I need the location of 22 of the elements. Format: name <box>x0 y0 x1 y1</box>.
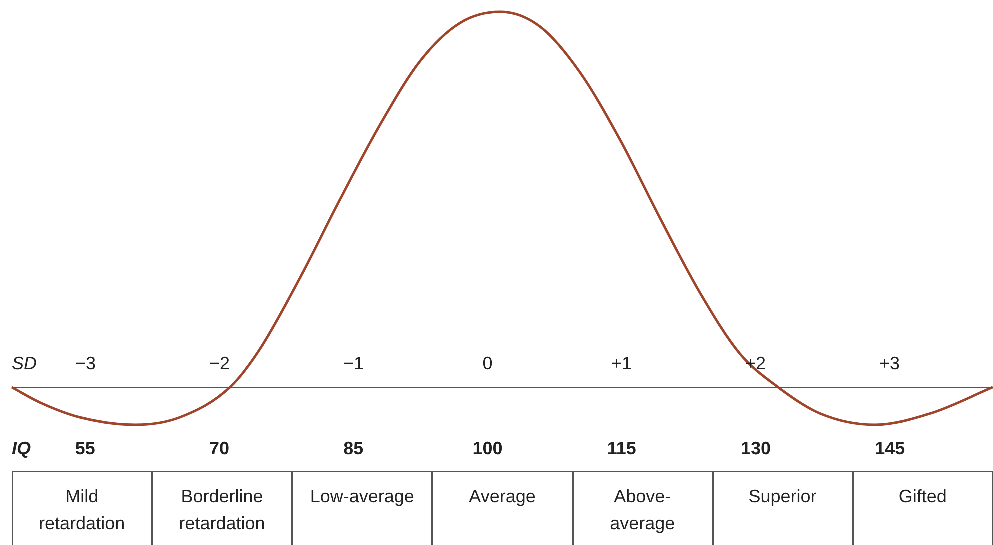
x2-tick-label: −1 <box>343 353 364 374</box>
text: Low-average <box>310 486 414 506</box>
x-tick-label: 115 <box>607 438 636 458</box>
x2-tick-label: +1 <box>612 353 632 374</box>
x-tick-label: 100 <box>472 438 503 458</box>
text: Borderline retardation <box>179 486 266 534</box>
text: Gifted <box>898 486 947 506</box>
x-tick-label: 55 <box>75 438 96 458</box>
x-tick-label: 145 <box>875 438 906 458</box>
x-tick-label: 130 <box>741 438 772 458</box>
text: Above-average <box>610 486 676 534</box>
x2-axis-title: SD <box>12 353 38 374</box>
x-tick-label: 70 <box>209 438 230 458</box>
x2-tick-label: +3 <box>880 353 900 374</box>
x2-tick-label: −2 <box>209 353 230 374</box>
x2-tick-label: 0 <box>482 353 493 374</box>
x-tick-label: 85 <box>344 438 364 458</box>
text: Average <box>469 486 536 506</box>
text: Superior <box>748 486 817 506</box>
text: Mild retardation <box>39 486 126 534</box>
x-axis-title: IQ <box>12 438 32 458</box>
x2-tick-label: −3 <box>75 353 96 374</box>
